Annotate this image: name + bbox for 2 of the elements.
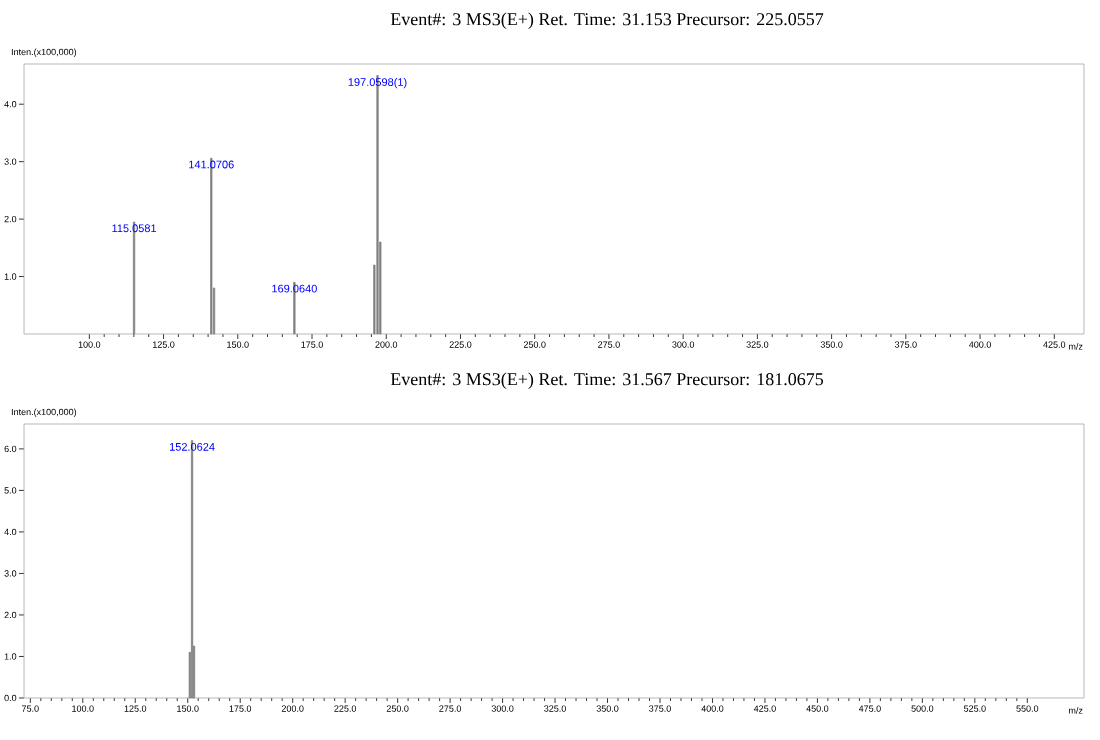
chart-title: Event#: 3 MS3(E+) Ret. Time: 31.567 Precursor: 181.0675 [390, 372, 824, 389]
chart-title: Event#: 3 MS3(E+) Ret. Time: 31.153 Precursor: 225.0557 [390, 12, 824, 29]
